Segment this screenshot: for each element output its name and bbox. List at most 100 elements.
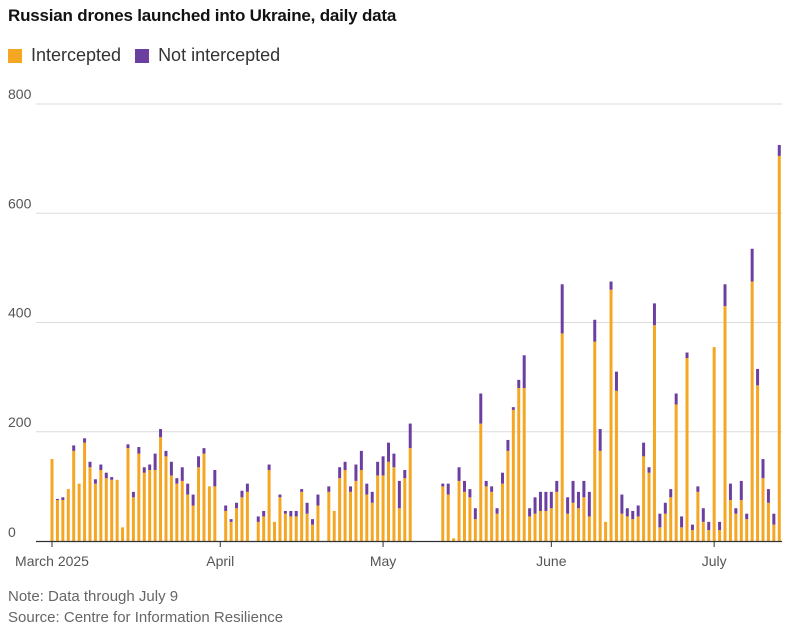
bar-intercepted: [642, 456, 646, 541]
bar-not-intercepted: [761, 459, 765, 479]
bar-not-intercepted: [159, 429, 163, 438]
bar-intercepted: [294, 516, 298, 541]
legend-item-not-intercepted: Not intercepted: [135, 45, 280, 66]
bar-intercepted: [739, 500, 743, 541]
bar-intercepted: [305, 513, 309, 541]
bar-intercepted: [164, 456, 168, 541]
x-tick-label: April: [206, 553, 234, 569]
bar-intercepted: [267, 469, 271, 541]
bar-intercepted: [538, 510, 542, 541]
bar-not-intercepted: [457, 467, 461, 481]
bar-intercepted: [403, 478, 407, 541]
bar-intercepted: [517, 388, 521, 541]
bar-intercepted: [311, 524, 315, 541]
bar-not-intercepted: [544, 491, 548, 511]
bar-intercepted: [338, 478, 342, 541]
bar-not-intercepted: [224, 505, 228, 511]
bar-intercepted: [387, 461, 390, 541]
bar-intercepted: [207, 486, 211, 541]
bar-intercepted: [658, 527, 662, 541]
bar-not-intercepted: [636, 505, 640, 517]
bar-intercepted: [262, 516, 266, 541]
bar-intercepted: [761, 478, 765, 541]
bar-not-intercepted: [180, 467, 184, 481]
bar-intercepted: [560, 333, 564, 541]
bar-not-intercepted: [392, 453, 396, 468]
bar-intercepted: [533, 513, 537, 541]
bar-not-intercepted: [707, 521, 711, 531]
y-tick-label: 0: [8, 524, 16, 540]
bar-not-intercepted: [311, 519, 315, 525]
bar-intercepted: [349, 491, 353, 541]
bar-not-intercepted: [490, 486, 494, 492]
bar-intercepted: [148, 469, 152, 541]
bar-intercepted: [696, 491, 700, 541]
bar-not-intercepted: [517, 379, 521, 389]
bar-not-intercepted: [739, 480, 743, 501]
bar-not-intercepted: [93, 479, 97, 484]
bar-intercepted: [365, 494, 369, 541]
bar-intercepted: [690, 530, 694, 541]
bar-not-intercepted: [202, 448, 206, 454]
bar-intercepted: [316, 505, 320, 541]
bar-not-intercepted: [685, 352, 689, 359]
bar-intercepted: [576, 508, 580, 541]
bar-intercepted: [636, 516, 640, 541]
bar-intercepted: [718, 530, 722, 541]
bar-intercepted: [93, 483, 97, 541]
bar-intercepted: [104, 478, 108, 541]
bar-not-intercepted: [316, 494, 320, 506]
bar-intercepted: [712, 347, 716, 541]
bar-intercepted: [647, 472, 651, 541]
bar-not-intercepted: [587, 491, 591, 517]
bar-intercepted: [604, 521, 608, 541]
bar-not-intercepted: [55, 498, 59, 501]
bar-not-intercepted: [625, 508, 629, 517]
bar-intercepted: [544, 510, 548, 541]
bar-not-intercepted: [354, 464, 358, 481]
bar-intercepted: [490, 491, 494, 541]
bar-intercepted: [169, 475, 173, 541]
bar-intercepted: [126, 448, 130, 541]
bar-intercepted: [555, 491, 559, 541]
bar-intercepted: [446, 494, 450, 541]
y-axis-labels: 800 600 400 200 0: [8, 86, 32, 540]
bar-not-intercepted: [473, 508, 477, 520]
bar-not-intercepted: [652, 303, 656, 326]
bar-not-intercepted: [745, 513, 749, 520]
bar-intercepted: [332, 510, 336, 541]
bar-not-intercepted: [370, 491, 374, 503]
bar-intercepted: [392, 467, 396, 541]
bar-not-intercepted: [110, 477, 114, 480]
bar-intercepted: [506, 450, 510, 541]
bar-intercepted: [343, 469, 347, 541]
bar-not-intercepted: [598, 429, 602, 451]
footer-source: Source: Centre for Information Resilienc…: [8, 609, 284, 626]
bar-intercepted: [66, 489, 70, 541]
bar-intercepted: [300, 491, 304, 541]
bar-not-intercepted: [576, 491, 580, 509]
bar-intercepted: [609, 289, 613, 541]
bar-not-intercepted: [408, 423, 412, 449]
legend-item-intercepted: Intercepted: [8, 45, 121, 66]
bar-not-intercepted: [300, 489, 304, 492]
bar-intercepted: [77, 483, 81, 541]
bar-not-intercepted: [609, 281, 613, 290]
bar-intercepted: [625, 516, 629, 541]
bar-intercepted: [202, 453, 206, 541]
bar-not-intercepted: [175, 478, 179, 484]
bar-not-intercepted: [555, 480, 559, 492]
bar-intercepted: [381, 475, 385, 541]
bar-intercepted: [462, 491, 466, 541]
bar-not-intercepted: [441, 483, 445, 487]
x-axis: March 2025 April May June July: [15, 540, 782, 569]
bar-not-intercepted: [495, 508, 499, 514]
bar-not-intercepted: [777, 144, 781, 156]
bar-not-intercepted: [728, 483, 732, 501]
bar-not-intercepted: [240, 490, 244, 498]
bar-intercepted: [370, 502, 374, 541]
bar-intercepted: [631, 519, 635, 541]
bar-not-intercepted: [343, 461, 347, 470]
bar-not-intercepted: [538, 491, 542, 511]
bar-intercepted: [750, 281, 754, 541]
